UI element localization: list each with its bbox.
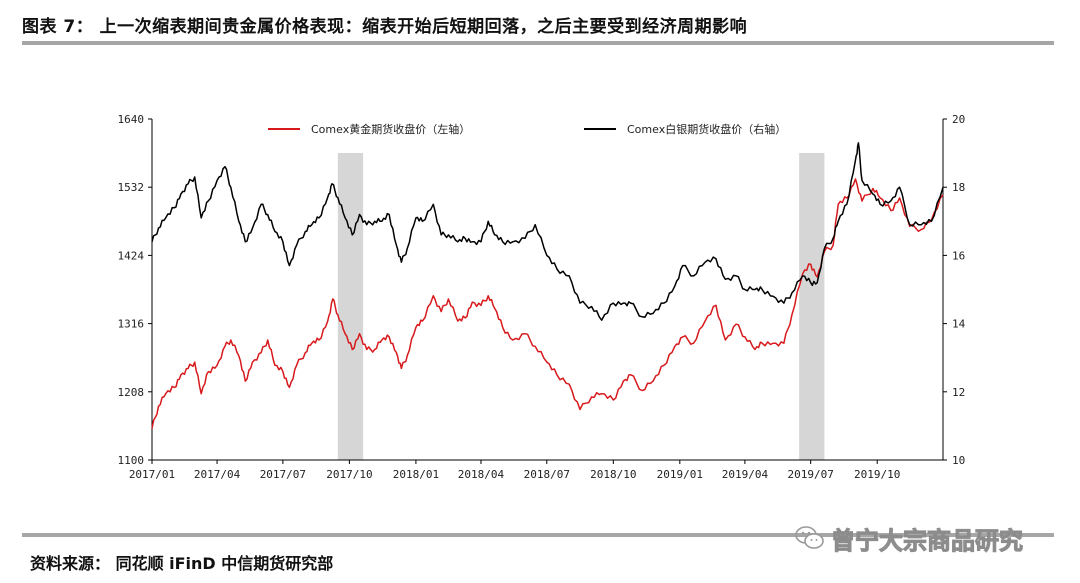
source-divider — [22, 533, 1054, 537]
y-left-tick-label-1: 1208 — [118, 386, 145, 399]
x-tick-label-0: 2017/01 — [129, 468, 175, 481]
x-tick-label-11: 2019/10 — [854, 468, 900, 481]
y-left-tick-label-3: 1424 — [118, 249, 145, 262]
series-line-silver — [151, 142, 944, 321]
x-tick-label-3: 2017/10 — [326, 468, 372, 481]
x-tick-label-4: 2018/01 — [393, 468, 439, 481]
x-tick-label-9: 2019/04 — [722, 468, 769, 481]
shaded-period-0 — [337, 153, 364, 460]
y-right-tick-label-5: 20 — [952, 113, 965, 126]
x-tick-label-2: 2017/07 — [260, 468, 306, 481]
x-tick-label-1: 2017/04 — [194, 468, 241, 481]
y-right-tick-label-2: 14 — [952, 318, 966, 331]
x-tick-label-7: 2018/10 — [590, 468, 636, 481]
y-right-tick-label-1: 12 — [952, 386, 965, 399]
legend-label-0: Comex黄金期货收盘价（左轴） — [311, 122, 470, 136]
y-left-tick-label-5: 1640 — [118, 113, 145, 126]
wechat-icon — [795, 526, 824, 549]
watermark-text: 曾宁大宗商品研究 — [831, 526, 1024, 555]
y-left-tick-label-4: 1532 — [118, 181, 145, 194]
watermark: 曾宁大宗商品研究 — [795, 521, 1024, 555]
y-right-tick-label-4: 18 — [952, 181, 965, 194]
y-left-tick-label-2: 1316 — [118, 318, 145, 331]
shaded-period-1 — [799, 153, 825, 460]
title-divider — [22, 41, 1054, 45]
y-left-tick-label-0: 1100 — [118, 454, 145, 467]
y-right-tick-label-3: 16 — [952, 249, 965, 262]
legend-label-1: Comex白银期货收盘价（右轴） — [627, 122, 786, 136]
source-note: 资料来源： 同花顺 iFinD 中信期货研究部 — [30, 554, 334, 573]
x-tick-label-8: 2019/01 — [657, 468, 703, 481]
x-tick-label-10: 2019/07 — [788, 468, 834, 481]
x-tick-label-5: 2018/04 — [458, 468, 505, 481]
x-tick-label-6: 2018/07 — [524, 468, 570, 481]
series-line-gold — [151, 178, 944, 429]
y-right-tick-label-0: 10 — [952, 454, 965, 467]
figure-title: 图表 7： 上一次缩表期间贵金属价格表现：缩表开始后短期回落，之后主要受到经济周… — [22, 17, 748, 37]
